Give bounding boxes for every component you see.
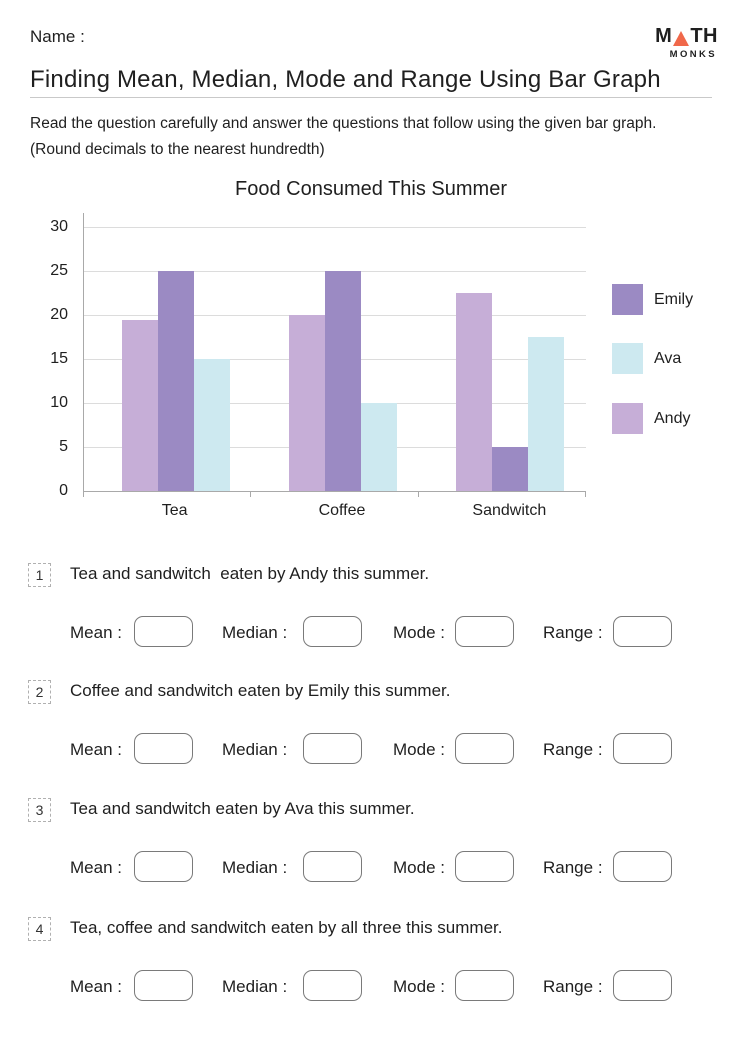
question-3-text: Tea and sandwitch eaten by Ava this summ… (70, 799, 415, 818)
answer-row-3: Mean : Median : Mode : Range : (0, 851, 742, 885)
legend-label-emily: Emily (654, 290, 694, 308)
answer-input-q2-range[interactable] (613, 733, 672, 764)
answer-input-q1-mean[interactable] (134, 616, 193, 647)
x-axis-tick (585, 491, 586, 497)
answer-input-q4-mode[interactable] (455, 970, 514, 1001)
bar-emily-coffee (324, 270, 361, 491)
legend-item-andy: Andy (612, 403, 690, 434)
answer-input-q1-median[interactable] (303, 616, 362, 647)
bar-group-sandwitch (427, 213, 594, 491)
answer-input-q1-mode[interactable] (455, 616, 514, 647)
legend-label-ava: Ava (654, 349, 682, 367)
answer-input-q3-range[interactable] (613, 851, 672, 882)
answer-input-q3-mean[interactable] (134, 851, 193, 882)
bar-group-tea (92, 213, 259, 491)
answer-input-q1-range[interactable] (613, 616, 672, 647)
y-tick-label-20: 20 (50, 305, 68, 323)
legend-item-emily: Emily (612, 284, 693, 315)
chart-title: Food Consumed This Summer (235, 178, 507, 200)
bar-emily-tea (157, 270, 194, 491)
answer-row-2: Mean : Median : Mode : Range : (0, 733, 742, 767)
answer-input-q4-median[interactable] (303, 970, 362, 1001)
range-label: Range : (543, 858, 603, 877)
answer-input-q4-range[interactable] (613, 970, 672, 1001)
answer-input-q3-mode[interactable] (455, 851, 514, 882)
mean-label: Mean : (70, 858, 122, 877)
answer-row-4: Mean : Median : Mode : Range : (0, 970, 742, 1004)
legend-swatch-emily (612, 284, 643, 315)
question-1-number-box: 1 (28, 563, 51, 587)
mean-label: Mean : (70, 740, 122, 759)
median-label: Median : (222, 977, 288, 996)
mode-label: Mode : (393, 977, 445, 996)
legend-label-andy: Andy (654, 409, 691, 427)
answer-input-q2-mean[interactable] (134, 733, 193, 764)
question-4-number-box: 4 (28, 917, 51, 941)
y-tick-label-15: 15 (50, 349, 68, 367)
instructions: Read the question carefully and answer t… (30, 111, 656, 163)
question-2-number-box: 2 (28, 680, 51, 704)
y-axis-labels: 0 5 10 15 20 25 30 (0, 213, 68, 499)
range-label: Range : (543, 977, 603, 996)
y-tick-label-0: 0 (59, 482, 68, 499)
category-label-tea: Tea (161, 502, 188, 519)
category-label-sandwitch: Sandwitch (472, 502, 547, 519)
question-3-number-box: 3 (28, 798, 51, 822)
title-underline (30, 97, 712, 98)
page-title: Finding Mean, Median, Mode and Range Usi… (30, 66, 661, 93)
question-4-text: Tea, coffee and sandwitch eaten by all t… (70, 918, 503, 937)
logo-m: M (655, 25, 673, 47)
answer-input-q3-median[interactable] (303, 851, 362, 882)
logo-triangle-icon (673, 31, 690, 46)
mean-label: Mean : (70, 977, 122, 996)
category-label-coffee: Coffee (318, 502, 366, 519)
mode-label: Mode : (393, 858, 445, 877)
mode-label: Mode : (393, 740, 445, 759)
instructions-line-1: Read the question carefully and answer t… (30, 115, 657, 132)
x-axis-ticks (83, 491, 586, 498)
gridline-y-30 (84, 226, 586, 228)
bar-andy-coffee (288, 314, 325, 491)
x-axis-tick (417, 491, 419, 497)
median-label: Median : (222, 858, 288, 877)
name-label: Name : (30, 27, 85, 46)
logo-th: TH (690, 25, 718, 47)
bar-andy-tea (121, 320, 158, 491)
y-tick-label-25: 25 (50, 261, 68, 279)
bar-chart-plot-area (83, 213, 586, 492)
mean-label: Mean : (70, 623, 122, 642)
median-label: Median : (222, 623, 288, 642)
median-label: Median : (222, 740, 288, 759)
y-tick-label-10: 10 (50, 393, 68, 411)
legend-swatch-ava (612, 343, 643, 374)
bar-emily-sandwitch (492, 446, 529, 491)
range-label: Range : (543, 740, 603, 759)
question-2-text: Coffee and sandwitch eaten by Emily this… (70, 681, 451, 700)
x-axis-tick (250, 491, 252, 497)
legend-swatch-andy (612, 403, 643, 434)
y-tick-label-5: 5 (59, 437, 68, 455)
range-label: Range : (543, 623, 603, 642)
answer-input-q2-median[interactable] (303, 733, 362, 764)
instructions-line-2: (Round decimals to the nearest hundredth… (30, 141, 325, 158)
answer-row-1: Mean : Median : Mode : Range : (0, 616, 742, 650)
x-axis-category-labels: Tea Coffee Sandwitch (83, 502, 585, 520)
mode-label: Mode : (393, 623, 445, 642)
math-monks-logo: M TH MONKS (655, 26, 718, 60)
bar-ava-coffee (360, 402, 397, 491)
bar-ava-sandwitch (528, 336, 565, 491)
bar-groups (84, 213, 586, 491)
y-tick-label-30: 30 (50, 217, 68, 235)
bar-group-coffee (259, 213, 426, 491)
answer-input-q2-mode[interactable] (455, 733, 514, 764)
x-axis-tick (83, 491, 84, 497)
logo-monks: MONKS (669, 49, 717, 60)
answer-input-q4-mean[interactable] (134, 970, 193, 1001)
bar-ava-tea (193, 358, 230, 491)
question-1-text: Tea and sandwitch eaten by Andy this sum… (70, 564, 430, 583)
bar-andy-sandwitch (456, 292, 493, 491)
legend-item-ava: Ava (612, 343, 681, 374)
